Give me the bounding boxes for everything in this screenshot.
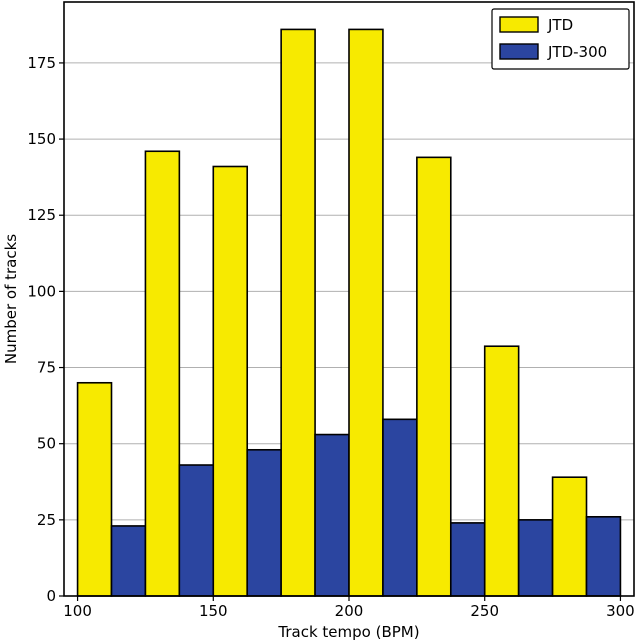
bar-jtd-300-100 bbox=[110, 525, 147, 597]
y-tick-label-50: 50 bbox=[37, 435, 56, 453]
legend-label-jtd: JTD bbox=[547, 16, 573, 34]
y-tick-label-100: 100 bbox=[27, 282, 56, 300]
x-tick-label-100: 100 bbox=[63, 602, 92, 620]
x-tick-label-250: 250 bbox=[470, 602, 499, 620]
y-axis-label: Number of tracks bbox=[2, 234, 20, 364]
legend-swatch-jtd-300 bbox=[499, 43, 539, 60]
bar-jtd-225 bbox=[416, 156, 452, 597]
bar-jtd-175 bbox=[280, 28, 316, 597]
x-tick-label-200: 200 bbox=[335, 602, 364, 620]
bars bbox=[76, 28, 622, 597]
legend-label-jtd-300: JTD-300 bbox=[547, 43, 607, 61]
legend: JTD JTD-300 bbox=[491, 8, 630, 70]
bar-jtd-300-125 bbox=[178, 464, 215, 597]
bar-jtd-300-275 bbox=[585, 515, 622, 597]
bar-jtd-275 bbox=[551, 476, 588, 597]
bar-jtd-200 bbox=[348, 28, 384, 597]
bar-jtd-300-175 bbox=[314, 433, 350, 597]
bar-jtd-300-250 bbox=[517, 519, 554, 597]
bar-jtd-125 bbox=[144, 150, 181, 597]
y-tick-label-75: 75 bbox=[37, 359, 56, 377]
y-tick-label-0: 0 bbox=[46, 587, 56, 605]
y-tick-label-25: 25 bbox=[37, 511, 56, 529]
bar-jtd-300-200 bbox=[382, 418, 418, 597]
y-tick-label-125: 125 bbox=[27, 206, 56, 224]
x-axis-label: Track tempo (BPM) bbox=[277, 623, 419, 641]
x-tick-label-150: 150 bbox=[199, 602, 228, 620]
legend-swatch-jtd bbox=[499, 16, 539, 33]
bar-jtd-250 bbox=[483, 345, 520, 597]
x-tick-label-300: 300 bbox=[606, 602, 635, 620]
bar-jtd-150 bbox=[212, 165, 249, 597]
bar-jtd-100 bbox=[76, 381, 113, 597]
bar-jtd-300-150 bbox=[246, 448, 282, 597]
y-tick-label-150: 150 bbox=[27, 130, 56, 148]
bar-jtd-300-225 bbox=[449, 522, 486, 597]
axis-ticks: 100 150 200 250 300 0 25 50 75 100 125 150 175 bbox=[27, 54, 634, 620]
y-tick-label-175: 175 bbox=[27, 54, 56, 72]
